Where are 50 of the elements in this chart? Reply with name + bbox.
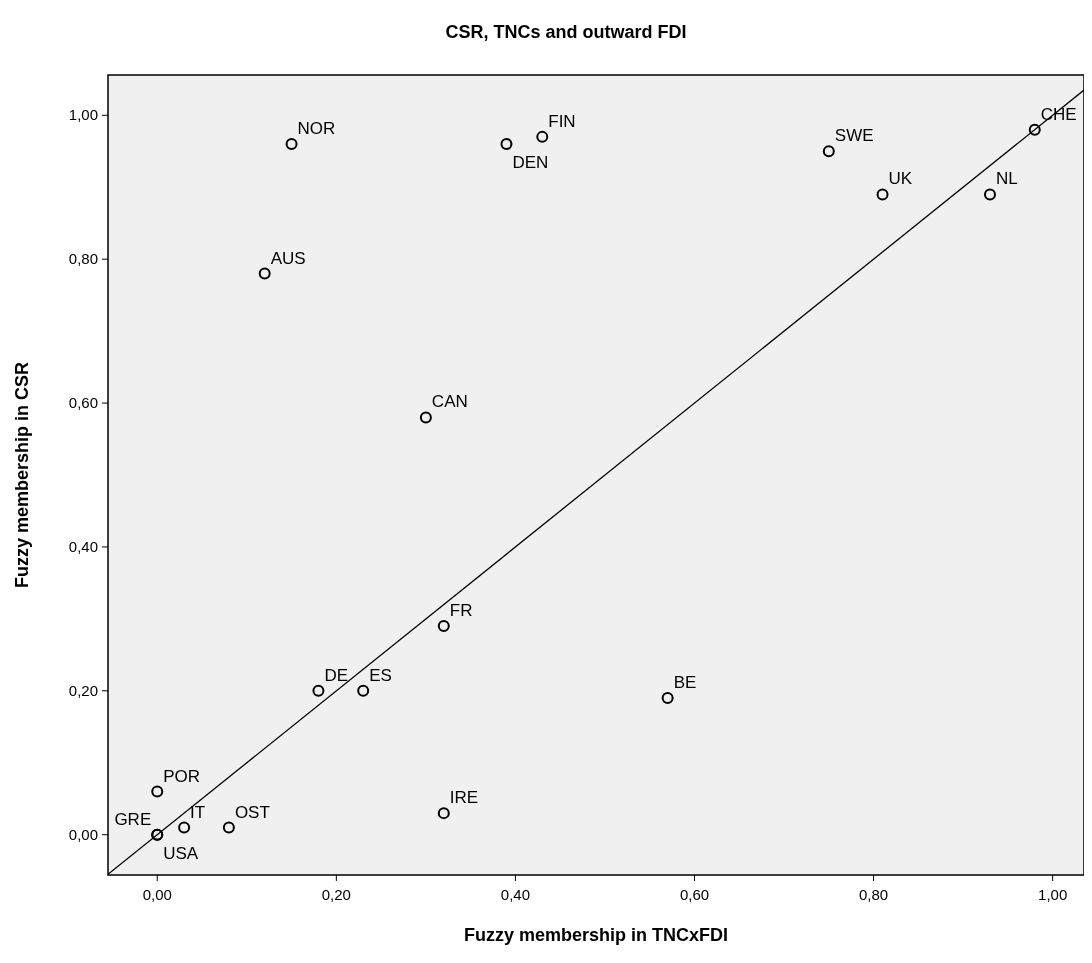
point	[151, 785, 164, 798]
annotation: FR	[449, 601, 473, 621]
x-axis-title: Fuzzy membership in TNCxFDI	[463, 925, 729, 945]
y-tick-label: 1,00	[68, 106, 98, 124]
point	[661, 692, 674, 705]
point	[258, 267, 271, 280]
annotation: DE	[324, 665, 349, 685]
x-tick-label: 0,40	[500, 886, 531, 903]
y-axis-title: Fuzzy membership in CSR	[12, 361, 32, 589]
point	[437, 807, 450, 820]
point	[178, 821, 191, 834]
point	[1028, 123, 1041, 136]
point	[357, 684, 370, 697]
point	[419, 411, 432, 424]
annotation: CAN	[431, 392, 468, 412]
annotation: OST	[234, 802, 270, 822]
annotation: IRE	[449, 788, 479, 808]
x-tick-label: 0,20	[321, 886, 351, 903]
annotation: NL	[995, 169, 1018, 189]
annotation: AUS	[270, 248, 306, 268]
x-tick-label: 0,00	[142, 886, 172, 903]
point	[500, 138, 513, 151]
annotation: POR	[163, 766, 201, 786]
annotation: NOR	[297, 119, 336, 139]
annotation: ES	[369, 665, 392, 685]
point	[536, 130, 549, 143]
point	[876, 188, 889, 201]
x-tick-label: 0,60	[679, 886, 710, 903]
annotation: SWE	[834, 126, 874, 146]
y-tick-label: 0,20	[68, 681, 98, 699]
y-tick-label: 0,80	[68, 250, 98, 268]
y-tick-label: 0,00	[68, 825, 98, 843]
x-tick-label: 0,80	[858, 886, 889, 903]
y-tick-label: 0,60	[68, 394, 98, 412]
x-tick-label: 1,00	[1038, 886, 1068, 903]
annotation: UK	[888, 169, 913, 189]
annotation: FIN	[548, 111, 576, 131]
point	[822, 145, 835, 158]
y-tick-label: 0,40	[68, 537, 98, 555]
annotation: BE	[673, 673, 697, 693]
point	[285, 138, 298, 151]
chart-title: CSR, TNCs and outward FDI	[445, 22, 687, 42]
annotation: USA	[163, 843, 199, 863]
point	[312, 684, 325, 697]
annotation: IT	[190, 802, 206, 822]
point	[983, 188, 996, 201]
point	[437, 620, 450, 633]
point	[222, 821, 235, 834]
annotation: GRE	[114, 809, 152, 829]
annotation: DEN	[512, 153, 549, 173]
